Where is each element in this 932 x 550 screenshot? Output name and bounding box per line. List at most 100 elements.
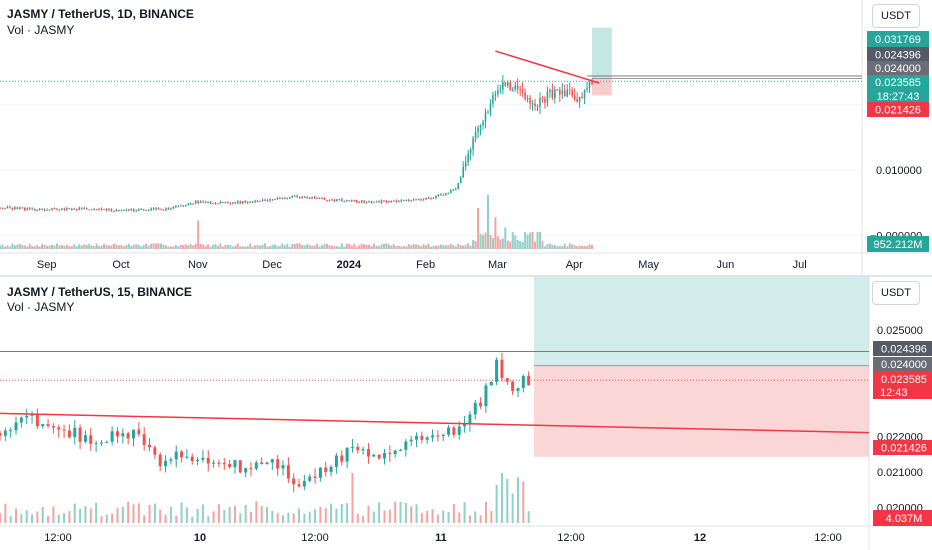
daily-volume-bar: [33, 246, 36, 249]
daily-candle: [509, 82, 512, 91]
daily-volume-bar: [385, 243, 388, 249]
fifteen-min-candle: [46, 424, 50, 427]
fifteen-min-volume-bar: [266, 507, 268, 523]
fifteen-min-candle: [153, 447, 157, 455]
fifteen-min-volume-bar: [212, 511, 215, 523]
daily-volume-bar: [90, 245, 93, 249]
daily-candle: [573, 95, 576, 100]
fifteen-min-volume-bar: [324, 508, 327, 523]
fifteen-min-volume-bar: [25, 510, 28, 523]
fifteen-min-candle: [201, 457, 205, 460]
fifteen-min-loss-zone: [534, 365, 869, 457]
daily-volume-bar: [459, 245, 462, 249]
daily-volume-bar: [83, 244, 86, 249]
daily-candle: [264, 199, 266, 201]
fifteen-min-volume-bar: [52, 506, 55, 523]
daily-volume-bar: [229, 245, 232, 249]
daily-candle: [80, 207, 83, 210]
daily-volume-bar: [410, 245, 413, 249]
fifteen-min-candle: [393, 450, 397, 455]
fifteen-min-volume-bar: [84, 506, 87, 523]
daily-volume-bar: [157, 243, 160, 249]
fifteen-min-candle: [89, 435, 93, 444]
fifteen-min-volume-bar: [436, 514, 439, 523]
daily-candle: [534, 103, 536, 106]
daily-chart-canvas[interactable]: 0.010000−0.0000000.0317690.0243960.02400…: [0, 0, 932, 276]
daily-chart-pane[interactable]: 0.010000−0.0000000.0317690.0243960.02400…: [0, 0, 932, 276]
daily-currency-button[interactable]: USDT: [872, 4, 920, 28]
daily-volume-bar: [105, 244, 108, 249]
daily-volume-bar: [43, 244, 46, 249]
daily-candle: [246, 202, 249, 204]
daily-candle: [36, 210, 38, 212]
fifteen-min-volume-value-label: 4.037M: [886, 513, 923, 525]
daily-candle: [16, 207, 19, 210]
daily-candle: [336, 199, 338, 202]
daily-volume-bar: [266, 246, 269, 249]
daily-volume-bar: [328, 245, 331, 249]
fifteen-min-volume-bar: [191, 516, 194, 523]
daily-candle: [576, 99, 578, 102]
daily-candle: [120, 210, 123, 212]
daily-volume-bar: [249, 243, 252, 249]
daily-volume-bar: [160, 243, 163, 249]
daily-candle: [313, 197, 316, 199]
fifteen-min-volume-bar: [79, 508, 82, 523]
fifteen-min-level-price-label: 0.024396: [881, 344, 927, 356]
daily-candle: [484, 112, 487, 122]
daily-volume-bar: [18, 244, 21, 249]
fifteen-min-candle: [174, 451, 178, 460]
daily-entry-price-label: 0.024000: [875, 63, 921, 75]
fifteen-min-candle: [94, 443, 98, 445]
daily-candle: [207, 201, 209, 203]
daily-volume-bar: [73, 244, 76, 249]
daily-volume-bar: [132, 244, 135, 249]
daily-candle: [26, 208, 29, 211]
fifteen-min-time-label: 12: [694, 532, 706, 544]
daily-volume-bar: [350, 245, 353, 249]
daily-candle: [234, 202, 237, 204]
fifteen-min-chart-pane[interactable]: 0.025000 0.022000 0.021000 0.020000 0.024396…: [0, 277, 932, 550]
daily-volume-bar: [224, 244, 227, 249]
daily-trendline: [495, 50, 600, 84]
fifteen-min-currency-button[interactable]: USDT: [872, 281, 920, 305]
daily-volume-bar: [325, 243, 328, 249]
daily-volume-value-label: 952.212M: [874, 239, 923, 251]
daily-candle: [0, 207, 1, 209]
daily-volume-bar: [308, 245, 311, 249]
daily-volume-bar: [117, 245, 120, 249]
fifteen-min-volume-bar: [260, 505, 263, 523]
fifteen-min-time-label: 12:00: [301, 532, 329, 544]
daily-volume-bar: [115, 244, 118, 249]
pane-divider[interactable]: [0, 275, 932, 277]
daily-volume-bar: [467, 243, 470, 249]
fifteen-min-volume-bar: [474, 511, 477, 523]
daily-volume-bar: [219, 243, 222, 249]
fifteen-min-volume-bar: [282, 515, 285, 523]
fifteen-min-volume-bar: [340, 503, 343, 523]
daily-candle: [125, 209, 128, 211]
daily-candle: [363, 200, 365, 203]
daily-volume-bar: [107, 245, 110, 249]
fifteen-min-chart-canvas[interactable]: 0.0250000.0220000.0210000.0200000.024396…: [0, 277, 932, 550]
daily-candle: [261, 199, 264, 202]
fifteen-min-candle: [366, 449, 370, 457]
daily-candle: [464, 161, 467, 167]
daily-candle: [551, 89, 554, 99]
daily-volume-bar: [538, 231, 541, 249]
daily-volume-bar: [377, 246, 380, 249]
daily-volume-bar: [221, 246, 224, 249]
daily-volume-bar: [311, 245, 314, 249]
daily-candle: [103, 208, 105, 210]
fifteen-min-volume-bar: [506, 478, 509, 523]
fifteen-min-volume-bar: [47, 516, 50, 523]
daily-candle: [519, 89, 521, 91]
daily-volume-bar: [313, 245, 316, 249]
fifteen-min-candle: [404, 441, 408, 450]
daily-volume-bar: [516, 239, 519, 249]
daily-candle: [192, 203, 195, 205]
daily-candle: [544, 98, 546, 103]
fifteen-min-volume-bar: [463, 502, 466, 523]
daily-candle: [142, 209, 145, 211]
daily-candle: [160, 208, 162, 210]
